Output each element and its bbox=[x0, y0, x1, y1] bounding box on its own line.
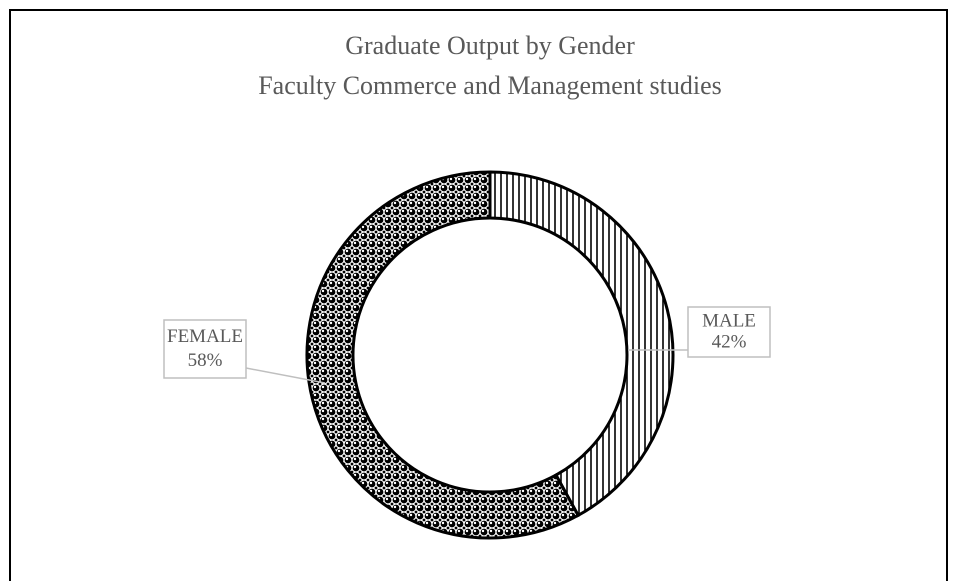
chart-title: Graduate Output by Gender bbox=[345, 31, 635, 60]
category-label: MALE bbox=[702, 310, 756, 331]
donut-slice bbox=[305, 170, 581, 540]
category-label: FEMALE bbox=[167, 326, 243, 347]
chart-subtitle: Faculty Commerce and Management studies bbox=[258, 71, 722, 100]
value-label: 42% bbox=[712, 331, 747, 352]
label-box bbox=[163, 319, 247, 379]
label-box bbox=[687, 306, 771, 358]
value-label: 58% bbox=[188, 350, 223, 371]
donut-slice bbox=[488, 170, 675, 518]
leader-line bbox=[245, 367, 326, 384]
chart-frame bbox=[9, 9, 948, 581]
